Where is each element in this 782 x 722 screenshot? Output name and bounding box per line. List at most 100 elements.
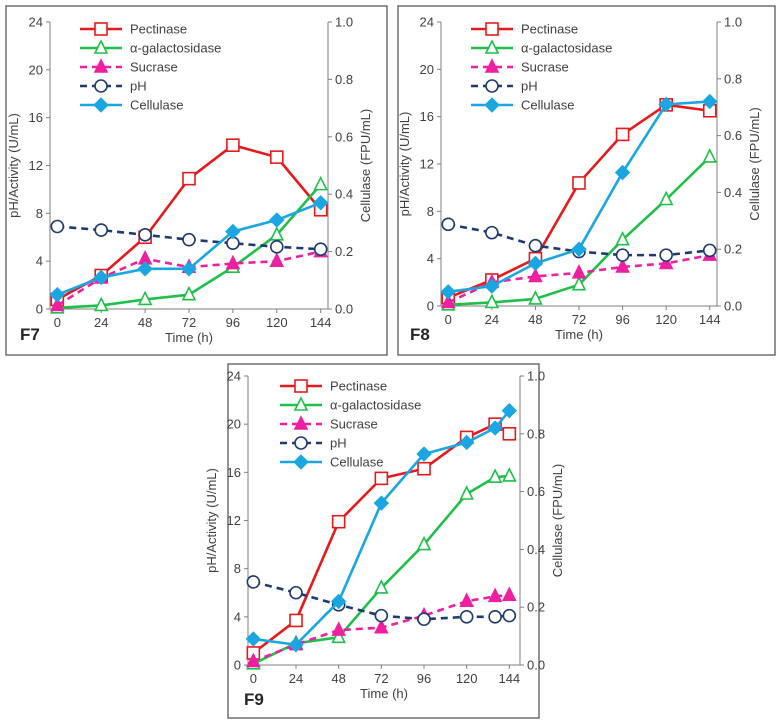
legend-label-pectinase: Pectinase	[521, 22, 578, 37]
y2-axis-title: Cellulase (FPU/mL)	[550, 464, 565, 577]
legend-label-cellulase: Cellulase	[330, 455, 383, 470]
y-tick-label: 8	[36, 206, 43, 221]
x-tick-label: 144	[498, 671, 520, 686]
legend-marker-alpha-galactosidase	[293, 396, 309, 411]
data-point-ph	[269, 240, 284, 254]
series-cellulase	[440, 93, 718, 300]
x-tick-label: 24	[485, 312, 499, 327]
data-point-sucrase	[225, 254, 241, 270]
data-point-sucrase	[374, 618, 389, 634]
y-tick-label: 4	[234, 609, 241, 624]
data-point-sucrase	[246, 652, 261, 668]
data-point-cellulase	[658, 96, 674, 113]
data-point-cellulase	[312, 195, 329, 211]
data-point-alpha-galactosidase	[528, 290, 543, 305]
data-point-ph	[441, 217, 456, 232]
series-cellulase	[245, 402, 518, 653]
series-line-sucrase	[252, 593, 510, 663]
x-tick-label: 48	[138, 315, 152, 330]
y2-tick-label: 0.8	[527, 426, 545, 441]
data-point-alpha-galactosidase	[702, 148, 718, 163]
data-point-sucrase	[502, 586, 517, 601]
data-point-cellulase	[330, 593, 347, 610]
data-point-ph	[702, 243, 717, 258]
legend-marker-cellulase	[293, 454, 309, 470]
x-tick-label: 48	[528, 312, 542, 327]
data-point-sucrase	[331, 621, 346, 636]
data-point-ph	[374, 608, 389, 623]
x-tick-label: 72	[374, 671, 388, 686]
legend-label-ph: pH	[521, 79, 538, 94]
x-tick-label: 72	[572, 312, 586, 327]
legend-label-alpha-galactosidase: α-galactosidase	[330, 398, 421, 413]
panel-label: F8	[410, 325, 430, 344]
y2-tick-label: 0.8	[335, 72, 353, 87]
x-axis-title: Time (h)	[555, 327, 603, 342]
data-point-alpha-galactosidase	[137, 290, 153, 306]
y2-tick-label: 0.8	[724, 71, 742, 86]
data-point-alpha-galactosidase	[374, 579, 389, 594]
y-tick-label: 8	[234, 561, 241, 576]
legend-marker-cellulase	[93, 97, 109, 113]
data-point-sucrase	[459, 592, 474, 607]
data-point-ph	[502, 608, 517, 623]
x-tick-label: 144	[699, 312, 721, 327]
data-point-ph	[94, 223, 109, 237]
y2-tick-label: 1.0	[724, 15, 742, 30]
y-axis-title: pH/Activity (U/mL)	[6, 113, 21, 218]
y2-tick-label: 0.0	[724, 299, 742, 314]
data-point-cellulase	[288, 637, 304, 653]
data-point-ph	[313, 242, 328, 257]
x-tick-label: 24	[94, 315, 108, 330]
data-point-ph	[289, 585, 303, 600]
x-tick-label: 0	[250, 671, 257, 686]
data-point-cellulase	[225, 223, 241, 240]
data-point-ph	[50, 219, 65, 234]
x-tick-label: 24	[289, 671, 303, 686]
data-point-alpha-galactosidase	[181, 285, 197, 301]
series-cellulase	[49, 195, 329, 303]
data-point-ph	[182, 232, 196, 247]
data-point-cellulase	[487, 420, 503, 436]
x-tick-label: 120	[655, 312, 677, 327]
data-point-cellulase	[181, 261, 197, 277]
y2-tick-label: 0.4	[335, 187, 353, 202]
series-ph	[50, 219, 328, 257]
data-point-ph	[659, 248, 673, 262]
data-point-ph	[615, 248, 630, 262]
data-point-sucrase	[571, 264, 587, 279]
data-point-pectinase	[269, 150, 284, 164]
legend-marker-ph	[94, 79, 108, 93]
data-point-pectinase	[417, 461, 431, 476]
y-tick-label: 24	[29, 15, 43, 30]
legend-marker-sucrase	[293, 415, 309, 430]
data-point-sucrase	[269, 252, 285, 267]
x-tick-label: 120	[266, 315, 288, 330]
legend-label-sucrase: Sucrase	[521, 60, 569, 75]
y-axis-title: pH/Activity (U/mL)	[397, 112, 412, 217]
legend-label-pectinase: Pectinase	[330, 379, 387, 394]
data-point-ph	[138, 228, 152, 242]
legend-marker-pectinase	[294, 379, 308, 393]
y-tick-label: 24	[420, 15, 434, 30]
y-tick-label: 4	[36, 254, 43, 269]
legend-marker-alpha-galactosidase	[93, 39, 109, 54]
legend-label-pectinase: Pectinase	[130, 22, 187, 37]
y-tick-label: 12	[29, 158, 43, 173]
legend-marker-pectinase	[485, 22, 499, 36]
data-point-ph	[528, 238, 543, 253]
y2-tick-label: 0.2	[335, 244, 353, 259]
data-point-ph	[417, 612, 431, 627]
y-tick-label: 16	[227, 465, 241, 480]
x-tick-label: 72	[182, 315, 196, 330]
data-point-cellulase	[93, 269, 109, 286]
y-tick-label: 0	[234, 658, 241, 673]
data-point-ph	[459, 610, 474, 624]
data-point-cellulase	[440, 284, 456, 300]
legend-label-alpha-galactosidase: α-galactosidase	[521, 41, 612, 56]
data-point-sucrase	[487, 587, 503, 603]
legend-marker-sucrase	[93, 58, 109, 73]
panel-frame	[227, 363, 540, 719]
data-point-sucrase	[528, 267, 543, 283]
